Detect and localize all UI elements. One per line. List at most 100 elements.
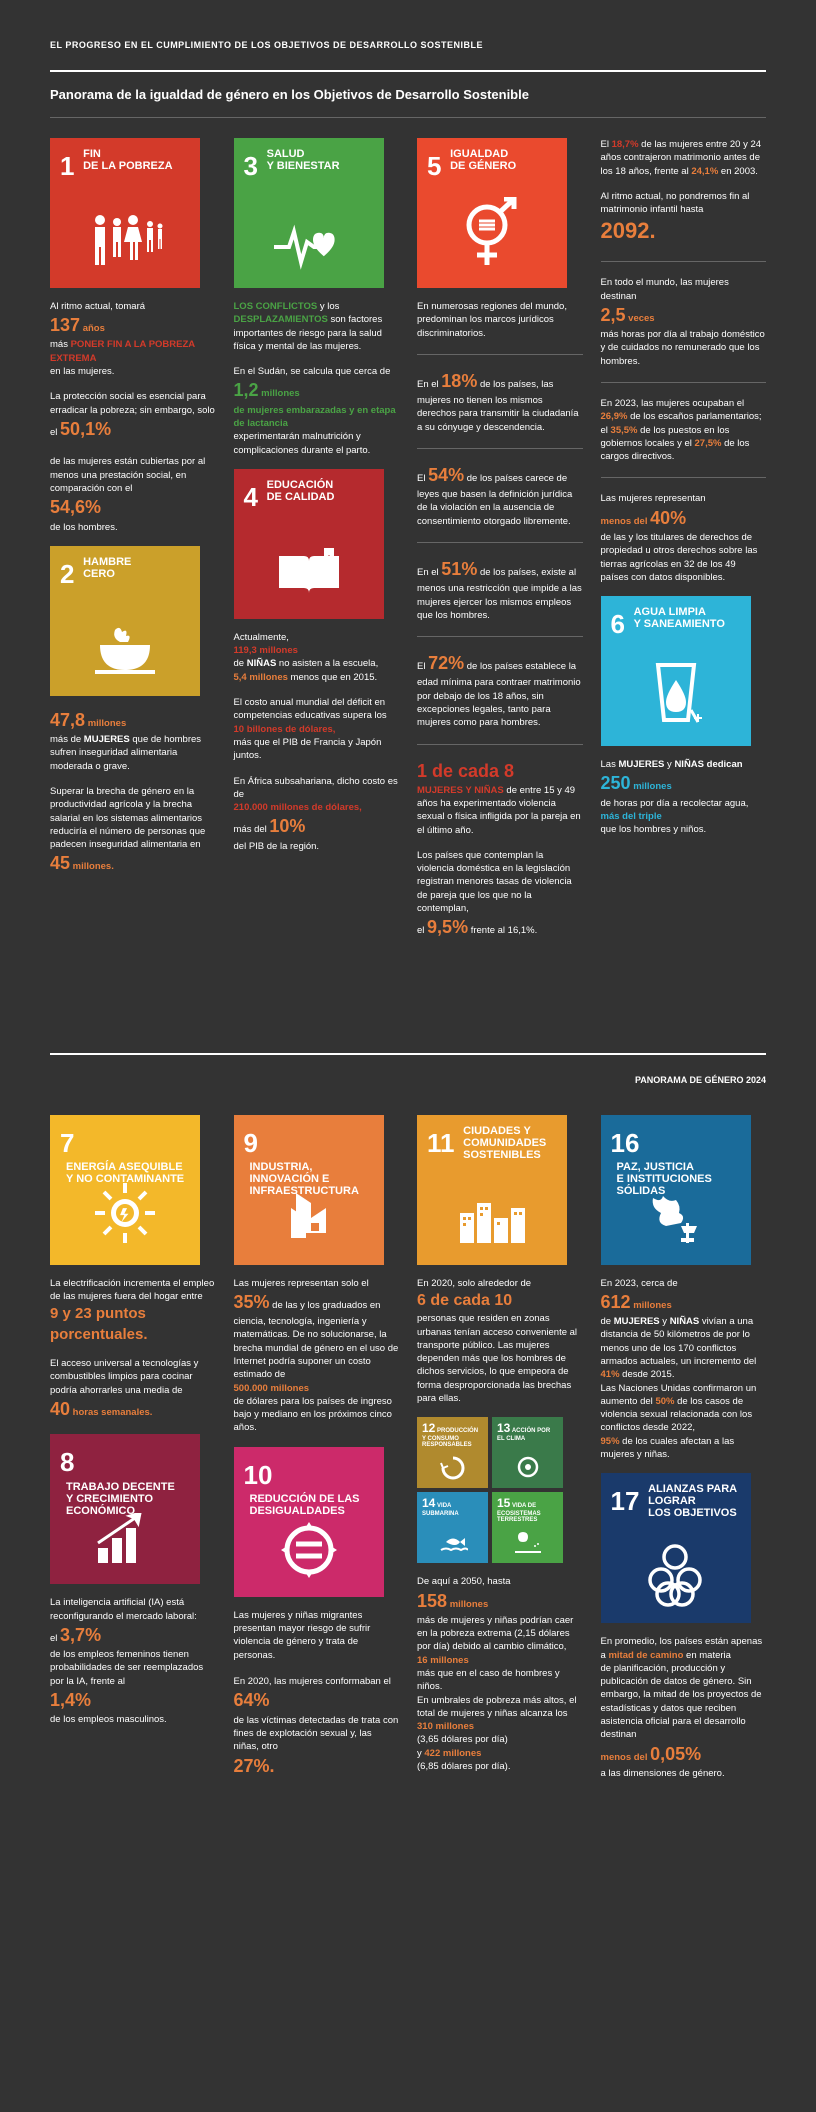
sdg-9-tile: 9 INDUSTRIA, INNOVACIÓN E INFRAESTRUCTUR… [234, 1115, 384, 1265]
sdg-3-num: 3 [244, 148, 258, 184]
equality-icon [234, 1520, 384, 1584]
header-top: EL PROGRESO EN EL CUMPLIMIENTO DE LOS OB… [50, 40, 766, 72]
sdg-9-num: 9 [244, 1125, 258, 1161]
footer-right: PANORAMA DE GÉNERO 2024 [50, 1053, 766, 1085]
cities-icon [417, 1193, 567, 1252]
sdg-5-title: IGUALDAD DE GÉNERO [450, 148, 516, 172]
education-icon [234, 548, 384, 607]
hunger-icon [50, 620, 200, 684]
gender-icon [417, 197, 567, 276]
health-icon [234, 222, 384, 276]
sdg-2-tile: 2 HAMBRE CERO [50, 546, 200, 696]
stat-4-2: Al ritmo actual, no pondremos fin al mat… [601, 190, 767, 247]
p2-stat-3-1: En 2020, solo alrededor de 6 de cada 10 … [417, 1277, 583, 1406]
columns-page2: 7 ENERGÍA ASEQUIBLE Y NO CONTAMINANTE La… [50, 1115, 766, 1793]
sdg-17-tile: 17 ALIANZAS PARA LOGRAR LOS OBJETIVOS [601, 1473, 751, 1623]
sdg-15-mini: 15 VIDA DE ECOSISTEMAS TERRESTRES [492, 1492, 563, 1563]
stat-2-5: En África subsahariana, dicho costo es d… [234, 775, 400, 853]
p2-stat-1-1: La electrificación incrementa el empleo … [50, 1277, 216, 1346]
stat-4-3: En todo el mundo, las mujeres destinan 2… [601, 276, 767, 368]
p2-stat-1-2: El acceso universal a tecnologías y comb… [50, 1357, 216, 1422]
land-icon [492, 1530, 563, 1558]
sdg-6-title: AGUA LIMPIA Y SANEAMIENTO [634, 606, 725, 630]
stat-4-6: Las MUJERES y NIÑAS dedican 250 millones… [601, 758, 767, 836]
stat-4-4: En 2023, las mujeres ocupaban el 26,9% d… [601, 397, 767, 463]
sdg-6-tile: 6 AGUA LIMPIA Y SANEAMIENTO [601, 596, 751, 746]
sdg-17-num: 17 [611, 1483, 640, 1519]
stat-2-3: Actualmente, 119,3 millones de NIÑAS no … [234, 631, 400, 684]
stat-1-4: Superar la brecha de género en la produc… [50, 785, 216, 877]
peace-icon [601, 1188, 751, 1252]
p2-col-2: 9 INDUSTRIA, INNOVACIÓN E INFRAESTRUCTUR… [234, 1115, 400, 1793]
growth-icon [50, 1513, 200, 1572]
page-2: PANORAMA DE GÉNERO 2024 7 ENERGÍA ASEQUI… [0, 1013, 816, 1853]
sdg-8-num: 8 [60, 1444, 74, 1480]
p2-stat-4-1: En 2023, cerca de 612 millones de MUJERE… [601, 1277, 767, 1462]
sdg-2-title: HAMBRE CERO [83, 556, 131, 580]
sdg-3-title: SALUD Y BIENESTAR [267, 148, 340, 172]
sdg-10-title: REDUCCIÓN DE LAS DESIGUALDADES [250, 1493, 360, 1517]
stat-3-4: En el 51% de los países, existe al menos… [417, 557, 583, 622]
p2-stat-1-3: La inteligencia artificial (IA) está rec… [50, 1596, 216, 1726]
consumption-icon [417, 1455, 488, 1483]
header-sub: Panorama de la igualdad de género en los… [50, 72, 766, 118]
stat-2-1: LOS CONFLICTOS y los DESPLAZAMIENTOS son… [234, 300, 400, 353]
sdg-1-num: 1 [60, 148, 74, 184]
sdg-11-title: CIUDADES Y COMUNIDADES SOSTENIBLES [463, 1125, 546, 1161]
marine-icon [417, 1530, 488, 1558]
p2-col-3: 11 CIUDADES Y COMUNIDADES SOSTENIBLES En… [417, 1115, 583, 1793]
col-2: 3 SALUD Y BIENESTAR LOS CONFLICTOS y los… [234, 138, 400, 953]
sdg-13-mini: 13 ACCIÓN POR EL CLIMA [492, 1417, 563, 1488]
sdg-8-tile: 8 TRABAJO DECENTE Y CRECIMIENTO ECONÓMIC… [50, 1434, 200, 1584]
sdg-4-num: 4 [244, 479, 258, 515]
sdg-16-tile: 16 PAZ, JUSTICIA E INSTITUCIONES SÓLIDAS [601, 1115, 751, 1265]
stat-3-3: El 54% de los países carece de leyes que… [417, 463, 583, 528]
sdg-10-tile: 10 REDUCCIÓN DE LAS DESIGUALDADES [234, 1447, 384, 1597]
stat-3-7: Los países que contemplan la violencia d… [417, 849, 583, 941]
sdg-6-num: 6 [611, 606, 625, 642]
mini-sdg-grid: 12 PRODUCCIÓN Y CONSUMO RESPONSABLES 13 … [417, 1417, 567, 1563]
partnership-icon [601, 1542, 751, 1611]
stat-3-2: En el 18% de los países, las mujeres no … [417, 369, 583, 434]
sdg-3-tile: 3 SALUD Y BIENESTAR [234, 138, 384, 288]
sdg-11-tile: 11 CIUDADES Y COMUNIDADES SOSTENIBLES [417, 1115, 567, 1265]
sdg-5-num: 5 [427, 148, 441, 184]
climate-icon [492, 1455, 563, 1483]
poverty-icon [50, 212, 200, 276]
stat-1-2: La protección social es esencial para er… [50, 390, 216, 533]
p2-col-4: 16 PAZ, JUSTICIA E INSTITUCIONES SÓLIDAS… [601, 1115, 767, 1793]
stat-2-2: En el Sudán, se calcula que cerca de 1,2… [234, 365, 400, 457]
p2-stat-3-2: De aquí a 2050, hasta 158 millones más d… [417, 1575, 583, 1773]
stat-3-5: El 72% de los países establece la edad m… [417, 651, 583, 729]
sdg-7-num: 7 [60, 1125, 74, 1161]
page-1: EL PROGRESO EN EL CUMPLIMIENTO DE LOS OB… [0, 0, 816, 1013]
sdg-4-title: EDUCACIÓN DE CALIDAD [267, 479, 335, 503]
industry-icon [234, 1188, 384, 1252]
sdg-2-num: 2 [60, 556, 74, 592]
stat-1-3: 47,8 millones más de MUJERES que de homb… [50, 708, 216, 773]
water-icon [601, 660, 751, 734]
energy-icon [50, 1178, 200, 1252]
sdg-14-mini: 14 VIDA SUBMARINA [417, 1492, 488, 1563]
col-4: El 18,7% de las mujeres entre 20 y 24 añ… [601, 138, 767, 953]
p2-stat-4-2: En promedio, los países están apenas a m… [601, 1635, 767, 1780]
stat-4-1: El 18,7% de las mujeres entre 20 y 24 añ… [601, 138, 767, 178]
p2-stat-2-2: Las mujeres y niñas migrantes presentan … [234, 1609, 400, 1779]
columns-page1: 1 FIN DE LA POBREZA Al ritmo actual, tom… [50, 138, 766, 953]
col-1: 1 FIN DE LA POBREZA Al ritmo actual, tom… [50, 138, 216, 953]
sdg-11-num: 11 [427, 1125, 455, 1161]
stat-1-1: Al ritmo actual, tomará 137 años más PON… [50, 300, 216, 378]
sdg-17-title: ALIANZAS PARA LOGRAR LOS OBJETIVOS [648, 1483, 737, 1519]
stat-3-6: 1 de cada 8 MUJERES Y NIÑAS de entre 15 … [417, 759, 583, 837]
col-3: 5 IGUALDAD DE GÉNERO En numerosas region… [417, 138, 583, 953]
sdg-1-title: FIN DE LA POBREZA [83, 148, 172, 172]
p2-stat-2-1: Las mujeres representan solo el 35% de l… [234, 1277, 400, 1435]
stat-3-1: En numerosas regiones del mundo, predomi… [417, 300, 583, 340]
sdg-12-mini: 12 PRODUCCIÓN Y CONSUMO RESPONSABLES [417, 1417, 488, 1488]
sdg-10-num: 10 [244, 1457, 273, 1493]
sdg-1-tile: 1 FIN DE LA POBREZA [50, 138, 200, 288]
p2-col-1: 7 ENERGÍA ASEQUIBLE Y NO CONTAMINANTE La… [50, 1115, 216, 1793]
sdg-5-tile: 5 IGUALDAD DE GÉNERO [417, 138, 567, 288]
sdg-8-title: TRABAJO DECENTE Y CRECIMIENTO ECONÓMICO [66, 1481, 175, 1517]
sdg-16-num: 16 [611, 1125, 640, 1161]
